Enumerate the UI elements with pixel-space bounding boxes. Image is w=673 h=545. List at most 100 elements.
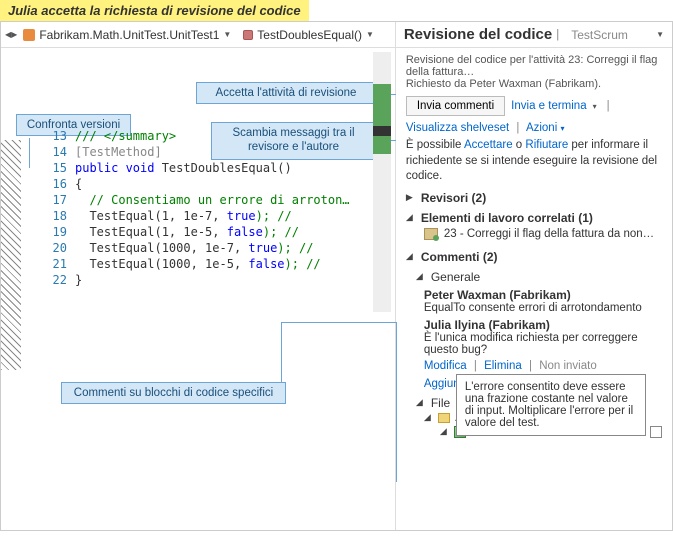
review-requester: Richiesto da Peter Waxman (Fabrikam). <box>406 78 662 90</box>
section-label: File <box>431 396 450 410</box>
code-text: TestEqual(1000, 1e-7, <box>75 241 248 255</box>
code-text: // Consentiamo un errore di arroton… <box>75 192 350 208</box>
expand-icon: ▶ <box>406 192 416 203</box>
code-kw: void <box>118 161 154 175</box>
separator: | <box>474 360 477 372</box>
code-text: ); // <box>256 209 292 223</box>
view-shelveset-link[interactable]: Visualizza shelveset <box>406 122 509 134</box>
lineno: 17 <box>51 192 75 208</box>
chevron-down-icon[interactable]: ▼ <box>656 30 664 39</box>
comment-text: È l'unica modifica richiesta per corregg… <box>424 332 662 356</box>
folder-icon <box>438 413 450 423</box>
txt: o <box>513 139 526 151</box>
separator: | <box>556 29 559 41</box>
method-icon <box>243 30 253 40</box>
collapse-icon: ◢ <box>416 397 426 408</box>
chevron-down-icon[interactable]: ▾ <box>593 102 597 111</box>
lineno: 13 <box>51 128 75 144</box>
separator: | <box>529 360 532 372</box>
txt: È possibile <box>406 139 464 151</box>
accept-reject-text: È possibile Accettare o Rifiutare per in… <box>406 138 662 185</box>
code-text: { <box>75 176 82 192</box>
work-item[interactable]: 23 - Correggi il flag della fattura da n… <box>424 228 662 240</box>
code-text: [TestMethod] <box>75 144 162 160</box>
section-label: Commenti (2) <box>421 250 498 264</box>
method-crumb[interactable]: TestDoublesEqual() ▼ <box>237 28 380 42</box>
lineno: 15 <box>51 160 75 176</box>
section-label: Generale <box>431 270 480 284</box>
lineno: 14 <box>51 144 75 160</box>
reviewers-section[interactable]: ▶ Revisori (2) <box>406 191 662 205</box>
file-checkbox[interactable] <box>650 426 662 438</box>
chevron-down-icon[interactable]: ▾ <box>560 124 564 133</box>
delete-link[interactable]: Elimina <box>484 360 522 372</box>
code-text: TestEqual(1, 1e-7, <box>75 209 227 223</box>
send-finish-link[interactable]: Invia e termina <box>511 100 586 112</box>
code-text: ); // <box>277 241 313 255</box>
accept-link[interactable]: Accettare <box>464 139 513 151</box>
panel-body: Revisione del codice per l'attività 23: … <box>396 48 672 444</box>
ruler-mark <box>373 84 391 126</box>
collapse-icon: ◢ <box>406 251 416 262</box>
panel-header: Revisione del codice | TestScrum ▼ <box>396 22 672 48</box>
collapse-icon: ◢ <box>416 271 426 282</box>
related-section[interactable]: ◢ Elementi di lavoro correlati (1) <box>406 211 662 225</box>
review-desc: Revisione del codice per l'attività 23: … <box>406 54 662 78</box>
collapse-icon: ◢ <box>424 412 434 423</box>
ide-window: ◀ ▶ Fabrikam.Math.UnitTest.UnitTest1 ▼ T… <box>0 21 673 531</box>
code-bool: false <box>248 257 284 271</box>
page-banner: Julia accetta la richiesta di revisione … <box>0 0 309 21</box>
leader-line <box>281 322 282 382</box>
work-item-label: 23 - Correggi il flag della fattura da n… <box>444 228 654 240</box>
code-block[interactable]: 13/// </summary> 14[TestMethod] 15public… <box>51 128 395 288</box>
lineno: 18 <box>51 208 75 224</box>
method-crumb-label: TestDoublesEqual() <box>257 28 362 42</box>
code-bool: true <box>248 241 277 255</box>
code-text: } <box>75 272 82 288</box>
callout-accept: Accetta l'attività di revisione <box>196 82 376 104</box>
code-text: ); // <box>263 225 299 239</box>
lineno: 19 <box>51 224 75 240</box>
panel-title: Revisione del codice <box>404 26 552 43</box>
general-section[interactable]: ◢ Generale <box>416 270 662 284</box>
leader-line <box>281 322 396 323</box>
file-crumb-label: Fabrikam.Math.UnitTest.UnitTest1 <box>39 28 219 42</box>
editor-pane: ◀ ▶ Fabrikam.Math.UnitTest.UnitTest1 ▼ T… <box>1 22 395 530</box>
actions-menu[interactable]: Azioni <box>526 122 557 134</box>
send-comments-button[interactable]: Invia commenti <box>406 96 505 116</box>
separator: | <box>607 100 610 112</box>
breadcrumb-bar: ◀ ▶ Fabrikam.Math.UnitTest.UnitTest1 ▼ T… <box>1 22 395 48</box>
code-kw: public <box>75 161 118 175</box>
file-crumb[interactable]: Fabrikam.Math.UnitTest.UnitTest1 ▼ <box>17 28 237 42</box>
review-panel: Revisione del codice | TestScrum ▼ Revis… <box>395 22 672 530</box>
edit-link[interactable]: Modifica <box>424 360 467 372</box>
lineno: 22 <box>51 272 75 288</box>
chevron-down-icon: ▼ <box>366 30 374 39</box>
code-bool: true <box>227 209 256 223</box>
comment-text: EqualTo consente errori di arrotondament… <box>424 302 662 314</box>
separator: | <box>516 122 519 134</box>
collapse-icon: ◢ <box>406 212 416 223</box>
lineno: 16 <box>51 176 75 192</box>
work-item-icon <box>424 228 438 240</box>
code-text: TestEqual(1, 1e-5, <box>75 225 227 239</box>
section-label: Revisori (2) <box>421 191 486 205</box>
class-icon <box>23 29 35 41</box>
project-name: TestScrum <box>571 28 628 42</box>
lineno: 20 <box>51 240 75 256</box>
chevron-down-icon: ▼ <box>223 30 231 39</box>
comment-author: Peter Waxman (Fabrikam) <box>424 288 662 302</box>
comment: Peter Waxman (Fabrikam) EqualTo consente… <box>424 288 662 314</box>
callout-code-comments: Commenti su blocchi di codice specifici <box>61 382 286 404</box>
code-comment-tooltip: L'errore consentito deve essere una fraz… <box>456 374 646 436</box>
section-label: Elementi di lavoro correlati (1) <box>421 211 593 225</box>
unsent-label: Non inviato <box>539 360 597 372</box>
code-bool: false <box>227 225 263 239</box>
diff-gutter <box>1 140 21 370</box>
reject-link[interactable]: Rifiutare <box>525 139 568 151</box>
code-text: TestEqual(1000, 1e-5, <box>75 257 248 271</box>
code-area: 13/// </summary> 14[TestMethod] 15public… <box>21 128 395 288</box>
comments-section[interactable]: ◢ Commenti (2) <box>406 250 662 264</box>
code-text: /// </summary> <box>75 128 176 144</box>
code-text: ); // <box>285 257 321 271</box>
